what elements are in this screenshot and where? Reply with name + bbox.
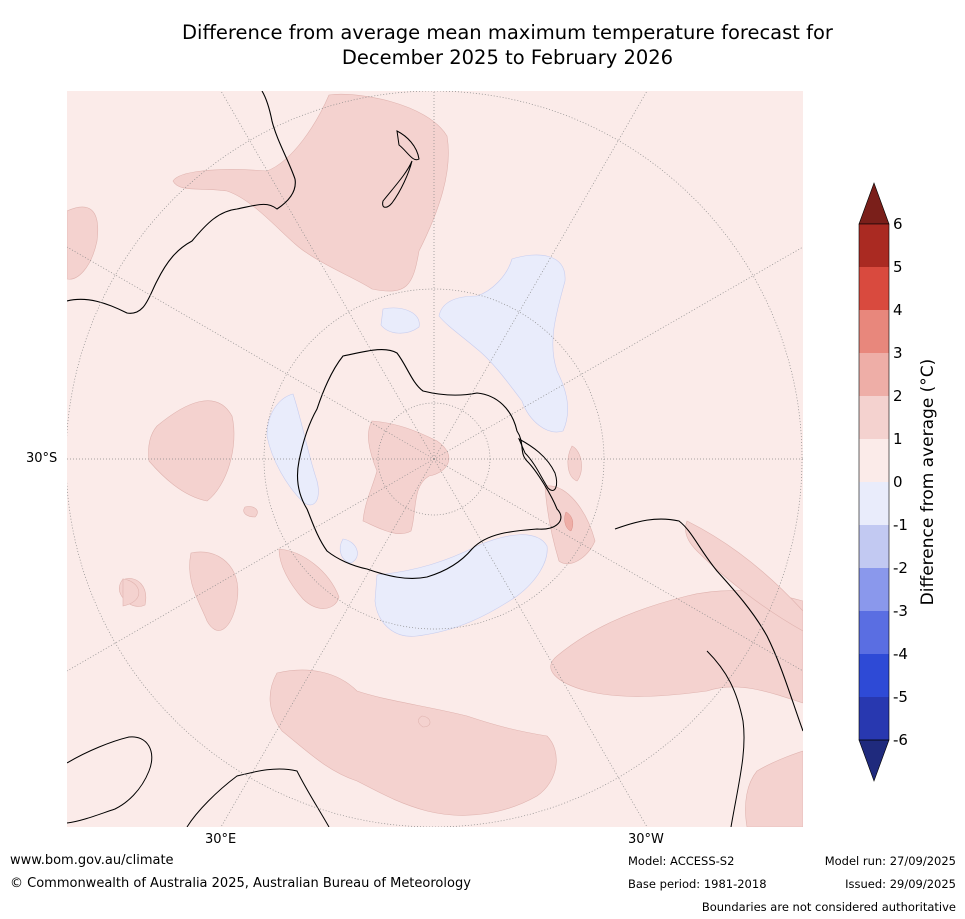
colorbar-band-m4-m3 [859,611,889,654]
footer-issued: Issued: 29/09/2025 [845,877,956,891]
colorbar-tick-1: 1 [893,430,903,448]
colorbar-band-m3-m2 [859,568,889,611]
colorbar-band-m1-0 [859,482,889,525]
meridian-150e [220,91,435,460]
colorbar-tick-m3: -3 [893,602,908,620]
footer-disclaimer: Boundaries are not considered authoritat… [701,900,956,914]
colorbar-band-4-5 [859,267,889,310]
antarctica-coastline [296,349,562,579]
warm-region-east-blob [567,445,582,482]
warm-region-north [172,94,449,292]
warm-region-small-2 [418,715,431,728]
map-title: Difference from average mean maximum tem… [60,20,955,70]
footer-website[interactable]: www.bom.gov.au/climate [10,853,174,868]
colorbar [858,182,890,782]
cool-region-pacific [438,254,568,433]
colorbar-tick-2: 2 [893,387,903,405]
anomaly-region-hot [564,511,574,532]
colorbar-tick-m1: -1 [893,516,908,534]
footer-model: Model: ACCESS-S2 [628,854,735,868]
anomaly-regions-cool [266,254,568,637]
colorbar-tick-m5: -5 [893,688,908,706]
colorbar-band-0-1 [859,439,889,482]
colorbar-tick-0: 0 [893,473,903,491]
colorbar-tick-5: 5 [893,258,903,276]
colorbar-band-2-3 [859,353,889,396]
meridian-150w [433,91,648,460]
anomaly-regions-warm [67,94,803,827]
warm-region-far-east [685,520,803,632]
footer-base-period: Base period: 1981-2018 [628,877,767,891]
colorbar-tick-m4: -4 [893,645,908,663]
colorbar-outline [858,223,890,741]
antarctic-peninsula [517,437,558,491]
colorbar-band-3-4 [859,310,889,353]
title-line-1: Difference from average mean maximum tem… [182,21,833,44]
new-zealand-north [396,130,420,161]
warm-region-small-1 [243,506,258,518]
africa-coastline [67,736,153,824]
polar-map [67,91,803,827]
colorbar-under-triangle [858,739,890,782]
meridian-120w [433,246,803,460]
colorbar-tick-3: 3 [893,344,903,362]
meridian-30w [433,458,648,827]
colorbar-band-m5-m4 [859,654,889,697]
title-line-2: December 2025 to February 2026 [341,46,674,69]
warm-region-west [67,206,99,280]
colorbar-tick-m6: -6 [893,731,908,749]
graticule [67,91,803,827]
africa-coastline-2 [186,768,330,827]
cool-region-left [266,393,319,506]
lon-label-30w: 30°W [628,832,664,847]
warm-region-lowleft-strip [278,548,340,609]
warm-region-southeast [550,590,803,704]
colorbar-tick-m2: -2 [893,559,908,577]
new-zealand-south [382,160,413,208]
colorbar-band-m2-m1 [859,525,889,568]
colorbar-over-triangle [858,182,890,225]
colorbar-band-1-2 [859,396,889,439]
warm-region-south [269,669,557,816]
warm-region-left-mid [148,400,235,502]
lat-label-30s: 30°S [26,451,58,466]
south-america-east [706,650,745,827]
footer-model-run: Model run: 27/09/2025 [824,854,956,868]
warm-region-lower-left [189,551,239,631]
cool-region-small [380,307,420,334]
warm-region-left-low [122,578,140,607]
footer-copyright: © Commonwealth of Australia 2025, Austra… [10,876,471,891]
australia-coastline [67,91,296,314]
colorbar-title: Difference from average (°C) [918,358,938,606]
meridian-30e [220,458,435,827]
south-america-coastline [614,518,803,732]
warm-region-inner [362,420,450,534]
cool-region-south [374,534,548,637]
colorbar-tick-6: 6 [893,215,903,233]
warm-region-southeast-corner [745,750,803,827]
colorbar-band-m6-m5 [859,697,889,740]
colorbar-tick-4: 4 [893,301,903,319]
colorbar-band-5-6 [859,224,889,267]
meridian-60w [433,458,803,672]
cool-region-small-2 [339,538,358,564]
lon-label-30e: 30°E [205,832,237,847]
